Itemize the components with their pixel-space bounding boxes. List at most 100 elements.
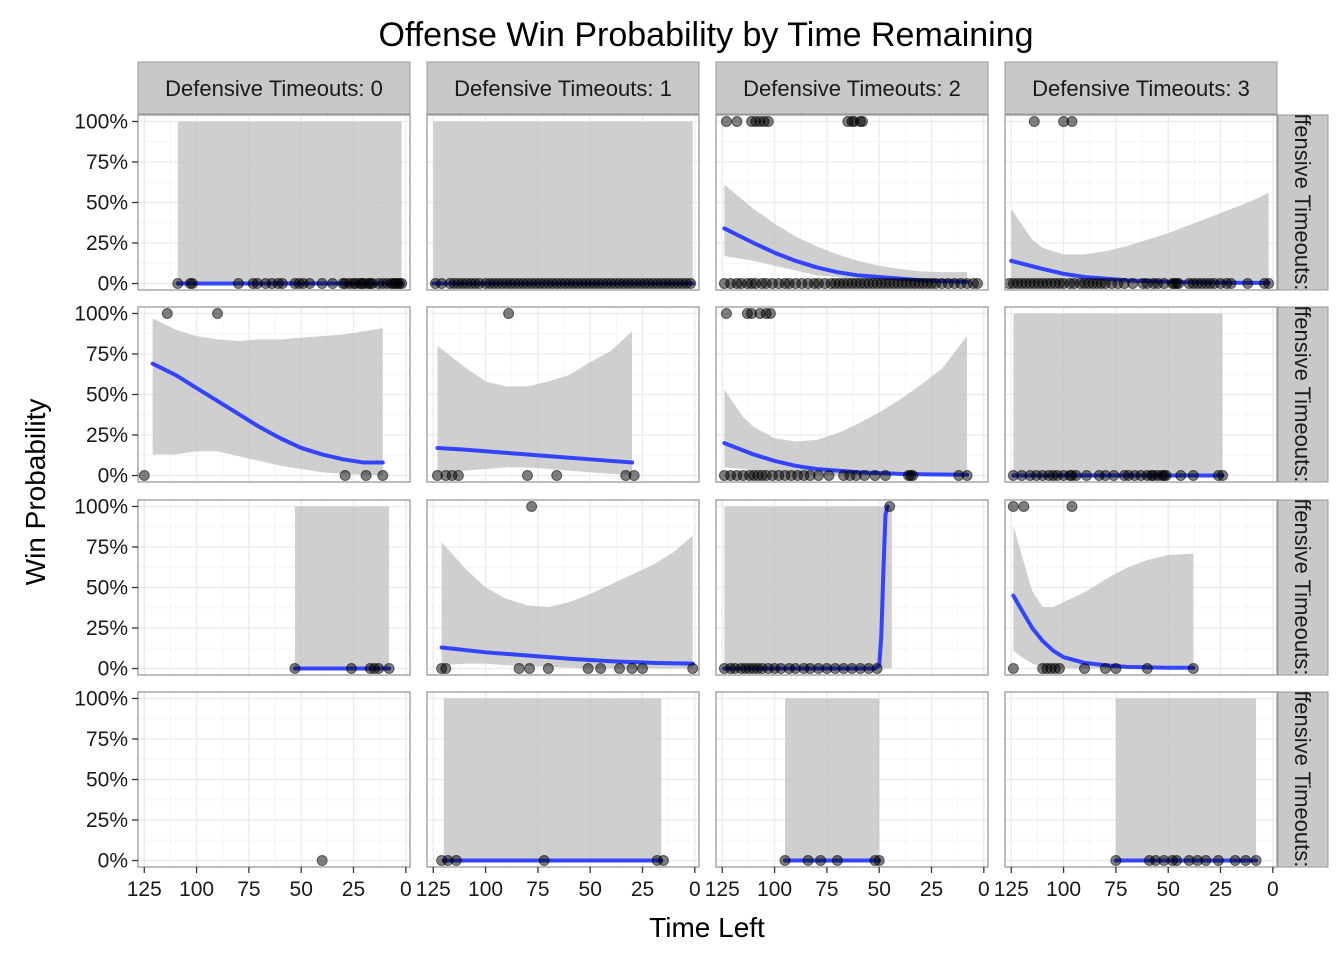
data-point <box>373 663 385 675</box>
panel-plot-area <box>1007 313 1229 482</box>
y-tick-label: 0% <box>98 465 128 488</box>
row-strip-box <box>1277 114 1329 291</box>
panel <box>1004 691 1278 868</box>
data-point <box>595 663 607 675</box>
x-tick-label: 125 <box>705 878 740 901</box>
row-strip-group: Offensive Timeouts: 3 <box>1290 692 1315 867</box>
y-tick-label: 100% <box>74 687 128 710</box>
data-point <box>720 115 732 127</box>
column-strip-label: Defensive Timeouts: 2 <box>743 76 961 101</box>
data-point <box>521 470 533 482</box>
x-tick-label: 50 <box>868 878 891 901</box>
data-point <box>440 663 452 675</box>
panel <box>426 114 700 291</box>
data-point <box>186 278 198 290</box>
data-point <box>869 470 881 482</box>
y-tick-label: 50% <box>86 192 128 215</box>
x-tick-label: 100 <box>1046 878 1081 901</box>
data-point <box>779 855 791 867</box>
row-strip-box <box>1277 499 1329 676</box>
panel-plot-area <box>316 855 328 867</box>
x-tick-label: 75 <box>237 878 260 901</box>
x-tick-label: 75 <box>526 878 549 901</box>
data-point <box>687 663 699 675</box>
confidence-ribbon <box>437 331 633 475</box>
panel-border <box>1004 306 1278 483</box>
confidence-ribbon <box>294 506 390 669</box>
data-point <box>720 307 732 319</box>
data-point <box>582 663 594 675</box>
panel <box>715 691 989 868</box>
panel-plot-area <box>1005 115 1275 290</box>
x-tick-label: 100 <box>757 878 792 901</box>
confidence-ribbon <box>433 121 693 284</box>
column-strip-box <box>1004 61 1278 115</box>
confidence-ribbon <box>441 535 693 669</box>
data-point <box>856 115 868 127</box>
data-point <box>383 663 395 675</box>
y-tick-label: 100% <box>74 110 128 133</box>
confidence-ribbon <box>443 698 662 861</box>
data-point <box>731 115 743 127</box>
data-point <box>685 278 697 290</box>
y-tick-label: 50% <box>86 769 128 792</box>
panel <box>1004 306 1278 483</box>
panel-border <box>1004 499 1278 676</box>
confidence-ribbon <box>1115 698 1257 861</box>
data-point <box>1187 470 1199 482</box>
y-tick-label: 0% <box>98 273 128 296</box>
data-point <box>831 855 843 867</box>
data-point <box>513 663 525 675</box>
data-point <box>450 855 462 867</box>
panel-border <box>715 306 989 483</box>
panel-border <box>426 306 700 483</box>
data-point <box>377 470 389 482</box>
data-point <box>538 855 550 867</box>
data-point <box>1028 115 1040 127</box>
data-point <box>542 663 554 675</box>
panel-plot-area <box>172 121 408 290</box>
data-point <box>345 663 357 675</box>
data-point <box>1066 500 1078 512</box>
data-point <box>304 278 316 290</box>
data-point <box>873 855 885 867</box>
x-tick-label: 25 <box>920 878 943 901</box>
data-point <box>316 855 328 867</box>
panel-plot-area <box>436 698 669 867</box>
x-axis-label: Time Left <box>649 912 765 943</box>
x-tick-label: 0 <box>1267 878 1279 901</box>
confidence-ribbon <box>152 318 383 476</box>
x-tick-label: 50 <box>579 878 602 901</box>
column-strips: Defensive Timeouts: 0 Defensive Timeouts:… <box>137 61 1278 115</box>
panel <box>1004 499 1278 676</box>
smooth-line <box>150 361 385 465</box>
data-point <box>626 663 638 675</box>
row-strip-group: Offensive Timeouts: 2 <box>1290 500 1315 675</box>
data-point <box>1127 278 1139 290</box>
panel-border <box>1004 114 1278 291</box>
data-point <box>1263 278 1275 290</box>
panel-plot-area <box>429 121 697 290</box>
column-strip-box <box>137 61 411 115</box>
x-tick-label: 25 <box>342 878 365 901</box>
confidence-ribbon <box>177 121 402 284</box>
data-point <box>1066 115 1078 127</box>
y-tick-label: 75% <box>86 343 128 366</box>
data-point <box>316 278 328 290</box>
column-strip-label: Defensive Timeouts: 1 <box>454 76 672 101</box>
data-point <box>884 500 896 512</box>
confidence-ribbon <box>724 506 892 669</box>
x-axes: 125 100 75 50 25 0 125 100 75 50 25 0 125 100 75 50 25 0 1… <box>127 867 1279 901</box>
data-point <box>813 470 825 482</box>
data-point <box>396 278 408 290</box>
data-point <box>1225 278 1237 290</box>
panel-plot-area <box>718 115 984 290</box>
data-point <box>1007 500 1019 512</box>
confidence-ribbon <box>785 698 880 861</box>
data-point <box>1171 855 1183 867</box>
data-point <box>1007 663 1019 675</box>
panel-border <box>426 499 700 676</box>
smooth-line <box>435 445 635 465</box>
data-point <box>802 855 814 867</box>
